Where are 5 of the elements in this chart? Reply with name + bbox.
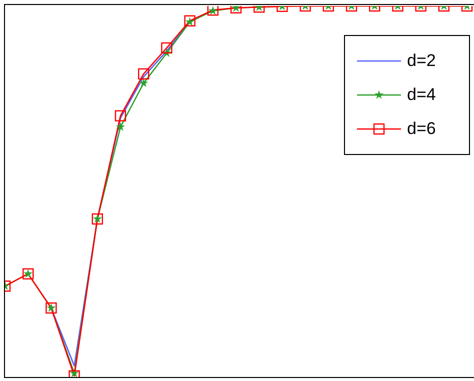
- point: [114, 110, 126, 122]
- legend-label: d=2: [407, 51, 436, 71]
- legend-label: d=6: [407, 119, 436, 139]
- point: [116, 122, 126, 131]
- legend-label: d=4: [407, 85, 436, 105]
